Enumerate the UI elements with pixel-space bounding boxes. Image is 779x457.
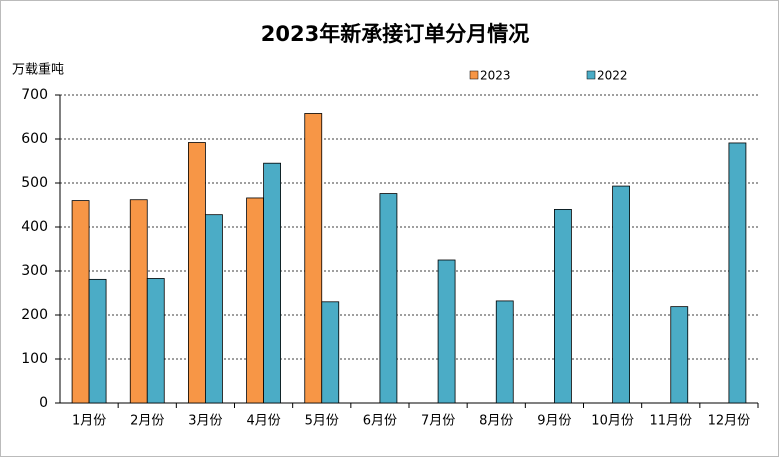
- legend-swatch: [586, 70, 596, 80]
- bar: [188, 142, 206, 404]
- bar: [146, 278, 165, 404]
- bar: [246, 197, 264, 404]
- y-tick-label: 100: [21, 351, 48, 367]
- x-tick-label: 7月份: [421, 414, 455, 429]
- legend-label: 2022: [597, 69, 628, 83]
- y-axis-label: 万载重吨: [12, 62, 64, 78]
- bar: [88, 278, 107, 404]
- legend-label: 2023: [480, 69, 511, 83]
- bar: [728, 142, 747, 404]
- y-tick-label: 400: [21, 219, 48, 235]
- bar: [205, 214, 223, 404]
- y-tick-label: 700: [21, 87, 48, 103]
- bar: [304, 113, 323, 404]
- x-tick-label: 6月份: [363, 414, 397, 429]
- y-tick-label: 300: [21, 263, 48, 279]
- bar: [71, 200, 90, 404]
- bar: [612, 185, 630, 404]
- x-tick-label: 11月份: [649, 414, 692, 429]
- x-tick-label: 1月份: [72, 414, 106, 429]
- y-tick-label: 500: [21, 175, 48, 191]
- bar: [495, 300, 514, 404]
- bar: [129, 199, 148, 404]
- x-tick-label: 2月份: [130, 414, 164, 429]
- bar: [321, 301, 340, 404]
- x-tick-label: 4月份: [246, 414, 280, 429]
- x-tick-label: 12月份: [708, 414, 751, 429]
- y-tick-label: 200: [21, 307, 48, 323]
- bar: [437, 259, 456, 404]
- x-tick-label: 10月份: [591, 414, 634, 429]
- y-tick-label: 600: [21, 131, 48, 147]
- x-tick-label: 9月份: [537, 414, 571, 429]
- x-tick-label: 3月份: [188, 414, 222, 429]
- chart-title: 2023年新承接订单分月情况: [261, 22, 529, 46]
- bar: [379, 193, 398, 404]
- legend-swatch: [469, 70, 479, 80]
- bar: [263, 162, 281, 404]
- bar: [554, 208, 572, 404]
- x-tick-label: 8月份: [479, 414, 513, 429]
- y-tick-label: 0: [39, 395, 48, 411]
- bar: [670, 306, 689, 404]
- x-tick-label: 5月份: [305, 414, 339, 429]
